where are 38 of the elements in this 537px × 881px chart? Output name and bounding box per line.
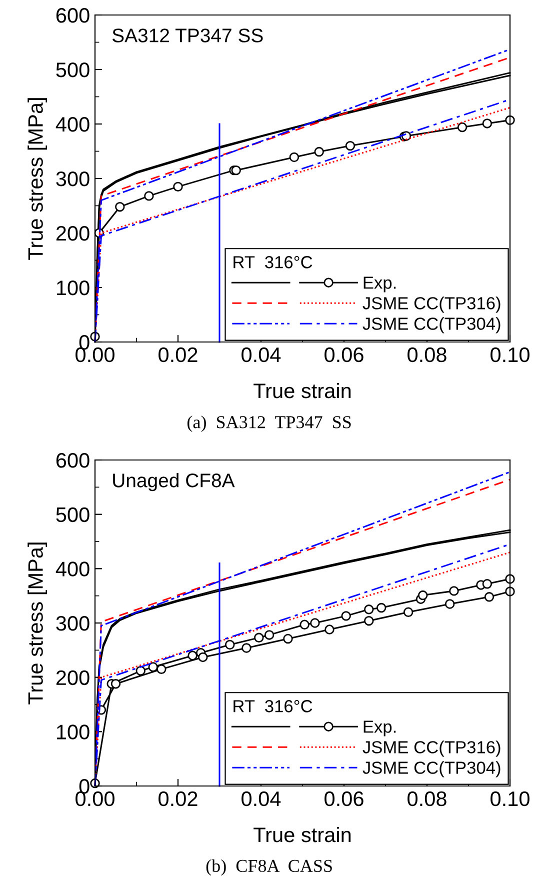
y-axis-title: True stress [MPa]: [28, 542, 48, 704]
y-tick-label: 300: [56, 172, 90, 186]
y-tick-label: 600: [56, 8, 90, 23]
legend-title: RT 316°C: [234, 700, 312, 712]
legend-label: Exp.: [364, 720, 396, 736]
x-tick-label: 0.10: [490, 347, 530, 362]
annotation: Unaged CF8A: [113, 473, 235, 492]
x-axis-title: True strain: [254, 826, 351, 842]
y-tick-label: 100: [56, 724, 90, 740]
y-tick-label: 500: [56, 507, 90, 522]
x-tick-label: 0.06: [324, 347, 364, 362]
x-tick-label: 0.04: [242, 347, 281, 362]
y-axis-title: True stress [MPa]: [28, 98, 48, 260]
x-tick-label: 0.02: [158, 347, 198, 362]
x-tick-label: 0.04: [242, 791, 281, 806]
x-tick-label: 0.02: [158, 791, 198, 806]
legend-title: RT 316°C: [234, 256, 312, 268]
y-tick-label: 400: [56, 117, 90, 132]
y-tick-label: 200: [56, 226, 90, 241]
x-tick-label: 0.10: [490, 791, 530, 806]
y-tick-label: 300: [56, 616, 90, 631]
legend-label: JSME CC(TP316): [362, 296, 500, 313]
y-tick-label: 500: [56, 62, 90, 78]
x-axis-title: True strain: [254, 382, 351, 398]
x-tick-label: 0.06: [324, 791, 364, 806]
legend-label: JSME CC(TP304): [362, 761, 500, 778]
text: (b) CF8A CASS: [206, 859, 332, 876]
legend-label: JSME CC(TP316): [362, 740, 500, 757]
y-tick-label: 200: [56, 670, 90, 686]
x-tick-label: 0.08: [408, 791, 446, 806]
y-tick-label: 400: [56, 562, 90, 576]
y-tick-label: 600: [56, 453, 90, 468]
text: (a) SA312 TP347 SS: [187, 416, 351, 432]
legend-label: JSME CC(TP304): [362, 317, 500, 334]
annotation: SA312 TP347 SS: [112, 28, 263, 42]
legend-label: Exp.: [364, 276, 396, 292]
x-tick-label: 0.08: [408, 347, 446, 362]
y-tick-label: 100: [56, 280, 90, 296]
